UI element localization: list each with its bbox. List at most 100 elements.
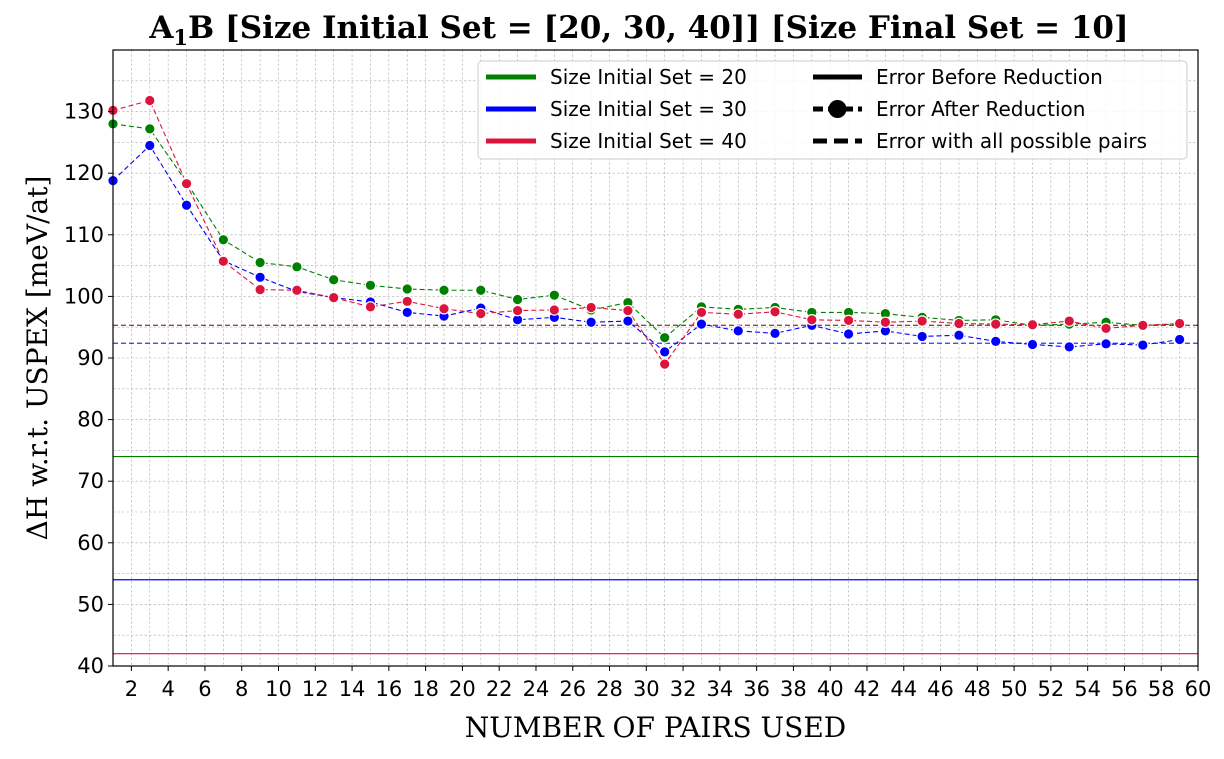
data-point (548, 304, 561, 316)
data-point (1063, 315, 1076, 327)
x-tick-label: 18 (412, 677, 439, 701)
legend: Size Initial Set = 20 Size Initial Set = … (477, 60, 1188, 160)
data-point (658, 346, 671, 358)
x-tick-label: 48 (964, 677, 991, 701)
data-point (732, 308, 745, 321)
x-tick-label: 10 (265, 677, 292, 701)
x-tick-label: 60 (1185, 677, 1212, 701)
data-point (622, 315, 634, 327)
data-point (806, 314, 818, 326)
data-point (401, 295, 414, 308)
data-point (1026, 338, 1039, 351)
data-point (401, 283, 414, 295)
series-line (112, 123, 1180, 339)
data-point (842, 314, 855, 327)
chart-title-rest: B [Size Initial Set = [20, 30, 40]] [Siz… (188, 10, 1129, 46)
data-point (364, 301, 377, 313)
y-tick-label: 70 (77, 469, 104, 493)
x-tick-label: 46 (927, 677, 954, 701)
data-point (585, 301, 597, 314)
y-tick-label: 40 (77, 654, 104, 678)
legend-series-label: Size Initial Set = 20 (550, 65, 747, 89)
x-tick-label: 24 (523, 677, 550, 701)
y-tick-label: 60 (77, 531, 104, 555)
data-point (658, 358, 671, 370)
data-point (1173, 333, 1186, 346)
data-point (842, 328, 855, 340)
x-tick-label: 12 (302, 677, 329, 701)
data-point (916, 315, 928, 327)
data-point (1026, 318, 1039, 331)
data-point (291, 261, 303, 273)
data-point (1063, 341, 1076, 353)
x-tick-label: 8 (235, 677, 248, 701)
data-point (217, 233, 230, 246)
data-point (658, 331, 671, 344)
tick-layer: 2 4 6 8 10 12 14 16 18 20 22 24 26 28 30 32 34 36 38 40 42 44… (64, 100, 1211, 701)
y-tick-label: 80 (77, 408, 104, 432)
data-point (143, 139, 156, 152)
y-tick-label: 90 (77, 346, 104, 370)
y-tick-label: 50 (77, 592, 104, 616)
data-point (732, 325, 745, 337)
data-point (1100, 338, 1112, 350)
x-tick-label: 34 (706, 677, 733, 701)
x-tick-label: 22 (486, 677, 513, 701)
data-point (254, 283, 266, 296)
data-point (438, 284, 450, 297)
data-point (180, 177, 193, 190)
data-point (769, 327, 781, 340)
x-tick-label: 50 (1001, 677, 1028, 701)
x-tick-label: 26 (559, 677, 586, 701)
x-tick-label: 36 (743, 677, 770, 701)
chart-title: A1B [Size Initial Set = [20, 30, 40]] [S… (148, 10, 1128, 50)
x-tick-label: 56 (1111, 677, 1138, 701)
data-point (1100, 322, 1112, 335)
legend-items: Size Initial Set = 20 Size Initial Set = … (486, 65, 1147, 153)
x-tick-label: 30 (633, 677, 660, 701)
data-point (1137, 319, 1149, 332)
y-axis-title: ΔH w.r.t. USPEX [meV/at] (21, 176, 54, 541)
chart-title-subscript: 1 (173, 25, 188, 50)
data-point (143, 94, 156, 107)
legend-marker-swatch (828, 100, 847, 118)
data-point (1137, 339, 1149, 351)
legend-series-label: Size Initial Set = 40 (550, 129, 747, 153)
x-tick-label: 32 (670, 677, 697, 701)
data-point (511, 293, 524, 306)
x-tick-label: 44 (890, 677, 917, 701)
data-point (769, 305, 781, 318)
x-tick-label: 16 (375, 677, 402, 701)
x-tick-label: 6 (198, 677, 211, 701)
data-point (916, 330, 928, 343)
data-point (474, 307, 487, 320)
series-line (112, 99, 1180, 366)
data-point (254, 256, 266, 269)
x-tick-label: 28 (596, 677, 623, 701)
data-point (143, 123, 156, 135)
data-point (254, 271, 266, 284)
data-point (989, 318, 1002, 330)
legend-style-label: Error Before Reduction (876, 65, 1103, 89)
data-point (989, 335, 1002, 348)
x-tick-label: 20 (449, 677, 476, 701)
data-point (291, 284, 303, 297)
x-tick-label: 2 (125, 677, 138, 701)
x-tick-label: 4 (161, 677, 174, 701)
data-point (1173, 317, 1186, 330)
x-tick-label: 14 (339, 677, 366, 701)
series-layer (107, 94, 1186, 370)
data-point (327, 291, 340, 304)
chart-title-main: A (148, 10, 174, 46)
data-point (474, 284, 487, 297)
data-point (695, 318, 708, 330)
data-point (622, 304, 634, 317)
data-point (585, 316, 597, 329)
x-tick-label: 42 (854, 677, 881, 701)
x-tick-label: 54 (1074, 677, 1101, 701)
data-point (217, 255, 230, 268)
data-point (879, 316, 892, 329)
data-point (180, 199, 193, 212)
x-axis-title: NUMBER OF PAIRS USED (465, 711, 846, 744)
